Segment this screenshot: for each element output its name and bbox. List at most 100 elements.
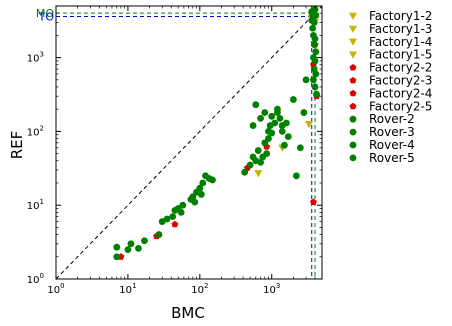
data-point	[278, 122, 286, 129]
series-rover-3	[187, 172, 216, 206]
legend-label: Rover-4	[369, 138, 415, 152]
data-point	[252, 101, 260, 109]
data-point	[135, 244, 142, 252]
data-point	[124, 246, 132, 254]
data-point	[310, 76, 317, 84]
data-point	[263, 150, 271, 158]
legend-entry-factory2-4: Factory2-4	[349, 86, 432, 100]
data-point	[292, 172, 300, 180]
legend-marker	[349, 89, 357, 97]
legend-label: Factory2-3	[369, 74, 432, 88]
legend-marker	[349, 38, 357, 46]
data-point	[310, 198, 317, 206]
data-point	[311, 83, 319, 91]
series-rover-4	[241, 76, 310, 180]
data-point	[278, 127, 286, 135]
data-point	[171, 220, 179, 228]
legend-label: Factory1-3	[369, 22, 432, 36]
data-point	[177, 208, 185, 216]
reference-line-mo: MO	[36, 6, 322, 279]
data-point	[311, 35, 319, 43]
legend-label: Factory1-2	[369, 9, 432, 23]
data-point	[209, 176, 216, 184]
data-point	[246, 161, 254, 169]
legend-label: Factory1-4	[369, 35, 432, 49]
legend-marker	[349, 128, 357, 136]
data-point	[312, 48, 320, 56]
legend-marker	[349, 25, 357, 33]
y-tick-label: 102	[27, 124, 44, 138]
legend-marker	[349, 102, 357, 110]
legend-marker	[349, 115, 357, 123]
legend-entry-factory2-5: Factory2-5	[349, 99, 432, 113]
legend-entry-rover-5: Rover-5	[349, 151, 415, 165]
legend-entry-factory1-4: Factory1-4	[349, 35, 432, 49]
x-axis-label: BMC	[171, 304, 205, 322]
series-rover-5	[308, 5, 320, 98]
series-factory1-2	[254, 121, 314, 178]
data-point	[268, 112, 276, 120]
data-point	[312, 12, 320, 20]
data-point	[265, 127, 272, 135]
data-point	[249, 122, 257, 129]
data-point	[257, 114, 264, 122]
data-point	[313, 90, 320, 98]
legend-marker	[349, 76, 357, 84]
data-point	[169, 213, 177, 221]
y-tick-label: 101	[27, 198, 44, 212]
data-point	[311, 57, 319, 65]
reference-label: MO	[36, 7, 54, 20]
legend-label: Factory1-5	[369, 48, 432, 62]
legend-entry-factory2-3: Factory2-3	[349, 74, 432, 88]
x-tick-label: 103	[263, 282, 280, 296]
data-point	[191, 198, 199, 206]
legend: Factory1-2Factory1-3Factory1-4Factory1-5…	[349, 9, 432, 165]
y-tick-label: 103	[27, 51, 44, 65]
data-point	[196, 184, 204, 192]
x-tick-label: 102	[191, 282, 208, 296]
data-point	[308, 16, 316, 24]
data-point	[199, 179, 207, 187]
data-point	[113, 253, 121, 261]
data-point	[113, 243, 121, 251]
legend-marker	[349, 154, 357, 162]
data-point	[265, 135, 272, 142]
x-tick-label: 100	[47, 282, 64, 296]
data-point	[189, 193, 197, 201]
data-point	[300, 109, 308, 116]
data-point	[197, 191, 205, 198]
legend-label: Rover-2	[369, 112, 415, 126]
legend-marker	[349, 64, 357, 71]
data-point	[261, 109, 269, 116]
x-tick-label: 101	[119, 282, 136, 296]
legend-entry-rover-3: Rover-3	[349, 125, 415, 139]
data-point	[274, 105, 281, 113]
legend-label: Factory2-2	[369, 61, 432, 75]
legend-label: Rover-5	[369, 151, 415, 165]
data-point	[305, 121, 314, 129]
legend-label: Factory2-5	[369, 99, 432, 113]
legend-entry-factory1-2: Factory1-2	[349, 9, 432, 23]
data-point	[127, 240, 135, 248]
data-point	[312, 70, 320, 78]
legend-entry-rover-2: Rover-2	[349, 112, 415, 126]
reference-label: TO	[38, 11, 55, 24]
legend-entry-factory1-3: Factory1-3	[349, 22, 432, 36]
data-point	[254, 147, 262, 154]
data-point	[271, 119, 279, 127]
axes: 100 101 102 103 100 101 102 103	[27, 5, 323, 296]
y-tick-label: 100	[27, 272, 44, 286]
legend-marker	[349, 12, 357, 20]
y-axis-label: REF	[8, 131, 26, 160]
data-point	[296, 144, 304, 152]
series-rover-2	[113, 201, 187, 261]
data-point	[163, 215, 171, 223]
data-point	[276, 114, 284, 122]
data-point	[257, 159, 264, 166]
data-point	[155, 231, 163, 238]
legend-entry-factory1-5: Factory1-5	[349, 48, 432, 62]
data-point	[179, 201, 187, 209]
legend-entry-rover-4: Rover-4	[349, 138, 415, 152]
